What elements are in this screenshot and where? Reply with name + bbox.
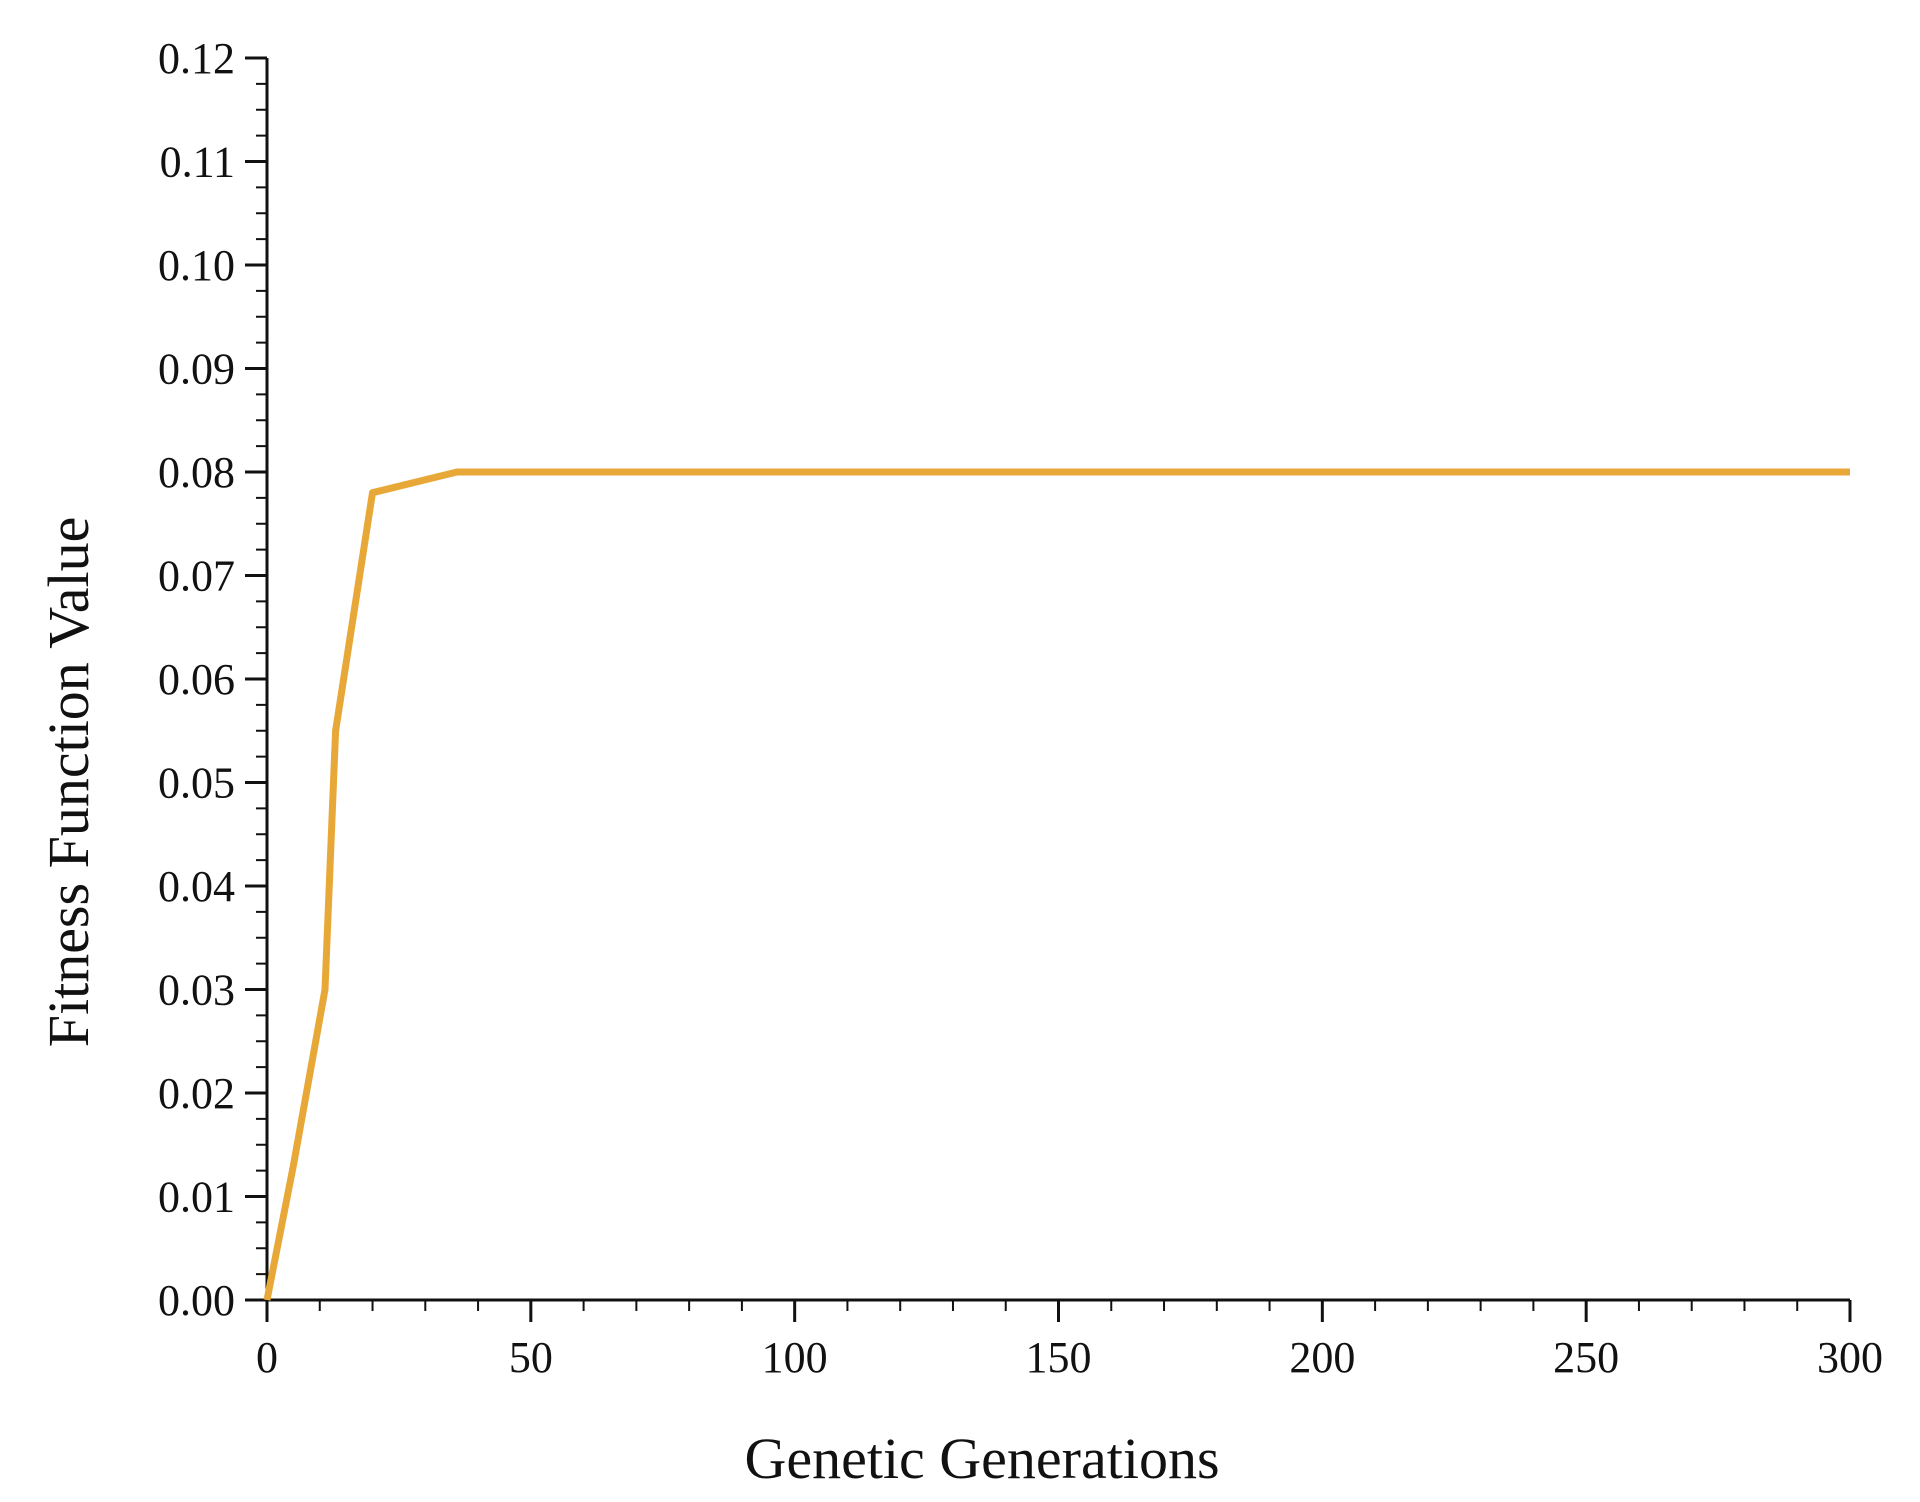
x-tick-label: 150 xyxy=(1026,1333,1092,1382)
tick-labels: 0.00 0.01 0.02 0.03 0.04 0.05 0.06 0.07 0.08 0.09… xyxy=(158,34,1883,1382)
x-tick-label: 100 xyxy=(762,1333,828,1382)
y-tick-label: 0.03 xyxy=(158,966,235,1015)
x-tick-label: 50 xyxy=(509,1333,553,1382)
y-tick-label: 0.12 xyxy=(158,34,235,83)
y-axis-title: Fitness Function Value xyxy=(36,517,101,1048)
x-tick-label: 250 xyxy=(1553,1333,1619,1382)
y-tick-label: 0.09 xyxy=(158,345,235,394)
ticks xyxy=(245,56,1852,1322)
y-tick-label: 0.06 xyxy=(158,655,235,704)
x-tick-label: 0 xyxy=(256,1333,278,1382)
y-tick-label: 0.07 xyxy=(158,552,235,601)
y-tick-label: 0.02 xyxy=(158,1069,235,1118)
y-tick-label: 0.11 xyxy=(160,138,235,187)
y-tick-label: 0.08 xyxy=(158,448,235,497)
y-tick-label: 0.00 xyxy=(158,1276,235,1325)
axes xyxy=(265,58,1850,1302)
x-tick-label: 200 xyxy=(1289,1333,1355,1382)
x-axis-title: Genetic Generations xyxy=(744,1426,1219,1491)
y-tick-label: 0.01 xyxy=(158,1173,235,1222)
y-tick-label: 0.04 xyxy=(158,862,235,911)
x-tick-label: 300 xyxy=(1817,1333,1883,1382)
y-tick-label: 0.05 xyxy=(158,759,235,808)
series-line xyxy=(263,468,1850,1301)
series xyxy=(263,468,1850,1301)
y-tick-label: 0.10 xyxy=(158,241,235,290)
